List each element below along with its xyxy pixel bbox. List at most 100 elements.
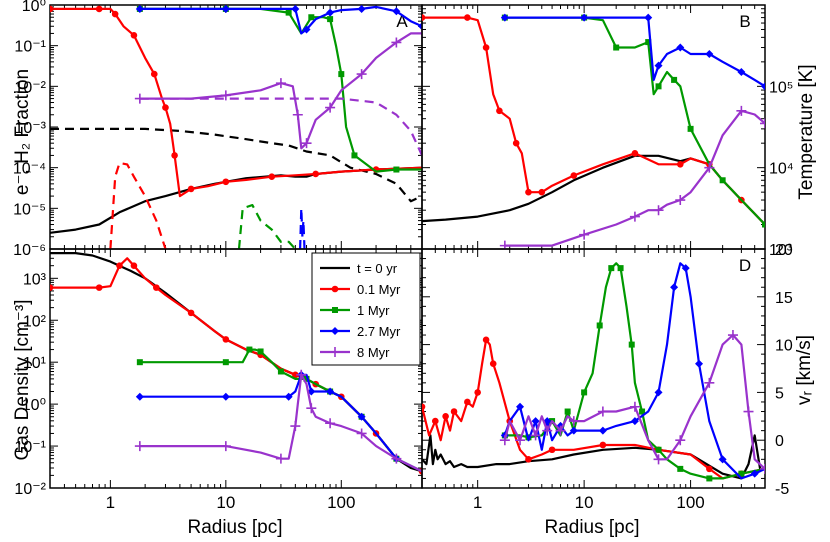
y-tick-label: 10⁴: [769, 161, 794, 178]
data-point-diamond: [326, 387, 335, 396]
data-point-circle: [548, 446, 556, 454]
data-point-square: [677, 465, 684, 472]
data-point-circle: [222, 178, 230, 186]
data-point-plus: [597, 406, 608, 417]
series-line-m1: [237, 204, 297, 249]
data-point-circle: [706, 465, 713, 473]
data-point-plus: [760, 463, 765, 474]
series-line-t0: [50, 127, 422, 203]
data-point-square: [393, 166, 400, 173]
legend-label-m01: 0.1 Myr: [357, 282, 401, 297]
data-point-square: [222, 359, 229, 366]
legend-label-m1: 1 Myr: [357, 303, 390, 318]
data-point-plus: [290, 421, 301, 432]
data-point-square: [628, 341, 635, 348]
legend-label-m8: 8 Myr: [357, 345, 390, 360]
series-line-m01: [422, 16, 765, 226]
data-point-square: [277, 368, 284, 375]
data-point-diamond: [761, 82, 765, 91]
data-point-diamond: [284, 392, 293, 401]
data-point-circle: [599, 441, 607, 449]
data-point-square: [596, 322, 603, 329]
y-tick-label: 10⁻³: [14, 120, 46, 137]
y-tick-label: 10⁻²: [14, 481, 46, 498]
data-point-circle: [187, 185, 195, 193]
data-point-diamond: [392, 7, 401, 16]
data-point-circle: [95, 5, 103, 13]
data-point-diamond: [654, 388, 663, 397]
data-point-diamond: [681, 264, 690, 273]
data-point-circle: [631, 150, 639, 157]
data-point-plus: [292, 109, 303, 120]
series-line-m8: [503, 333, 765, 470]
data-point-circle: [95, 284, 103, 291]
data-point-circle: [482, 44, 490, 51]
data-point-circle: [222, 336, 230, 343]
legend-label-t0: t = 0 yr: [357, 261, 398, 276]
x-tick-label: 100: [676, 493, 704, 512]
y-tick-label: 10⁰: [22, 397, 46, 414]
data-point-plus: [555, 425, 566, 436]
series-line-t0: [50, 166, 422, 234]
data-point-circle: [292, 371, 299, 379]
data-point-circle: [570, 172, 578, 179]
data-point-circle: [474, 389, 481, 396]
data-point-diamond: [302, 25, 311, 34]
data-point-diamond: [221, 392, 230, 401]
y-tick-label: 10⁻¹: [14, 439, 46, 456]
y-tick-label: 10⁵: [769, 79, 793, 96]
series-line-m27: [139, 373, 422, 473]
y-label-panel-a: e⁻, H₂ Fraction: [12, 69, 33, 195]
data-point-diamond: [670, 283, 679, 292]
data-point-square: [645, 39, 652, 46]
data-point-circle: [422, 403, 426, 411]
data-point-square: [308, 14, 315, 21]
data-point-plus: [629, 401, 640, 412]
data-point-diamond: [695, 359, 704, 368]
series-line-t0: [422, 154, 765, 226]
data-point-diamond: [718, 455, 727, 464]
data-point-plus: [301, 138, 312, 149]
panel-b: 10³ 10⁴ 10⁵ B: [421, 4, 794, 259]
y-label-panel-c: Gas Density [cm⁻³]: [12, 300, 33, 461]
y-tick-label: 10⁰: [22, 0, 46, 15]
legend: t = 0 yr 0.1 Myr 1 Myr 2.7 Myr 8 Myr: [311, 252, 421, 366]
data-point-plus: [675, 195, 686, 206]
data-point-square: [639, 408, 646, 415]
data-point-plus: [704, 162, 715, 173]
series-line-m8: [139, 97, 422, 156]
series-line-m01: [109, 161, 167, 249]
data-point-square: [738, 470, 745, 477]
x-label-left: Radius [pc]: [187, 517, 282, 538]
data-point-circle: [464, 14, 471, 21]
data-point-plus: [220, 90, 231, 101]
data-point-plus: [325, 102, 336, 113]
data-point-diamond: [331, 327, 339, 335]
data-point-diamond: [357, 412, 366, 421]
data-point-circle: [422, 14, 426, 21]
data-point-diamond: [580, 13, 589, 22]
data-point-square: [655, 83, 662, 90]
series-line-m27: [299, 207, 307, 249]
panel-frame: [49, 4, 423, 250]
data-point-plus: [391, 453, 402, 464]
data-point-diamond: [654, 61, 663, 70]
y-tick-label: 10³: [769, 242, 793, 259]
series-line-m27: [504, 16, 765, 88]
data-point-plus: [675, 435, 686, 446]
data-point-plus: [391, 37, 402, 48]
data-point-square: [327, 16, 334, 23]
data-point-diamond: [630, 417, 639, 426]
data-point-square: [285, 9, 292, 16]
data-point-circle: [171, 152, 178, 159]
data-point-diamond: [500, 13, 509, 22]
panel-frame: [421, 248, 766, 489]
data-point-square: [613, 44, 620, 51]
data-point-plus: [704, 377, 715, 388]
data-point-circle: [111, 10, 119, 18]
data-point-circle: [512, 139, 520, 147]
data-point-plus: [499, 435, 510, 446]
data-point-square: [687, 125, 694, 132]
x-tick-label: 1: [106, 493, 115, 512]
